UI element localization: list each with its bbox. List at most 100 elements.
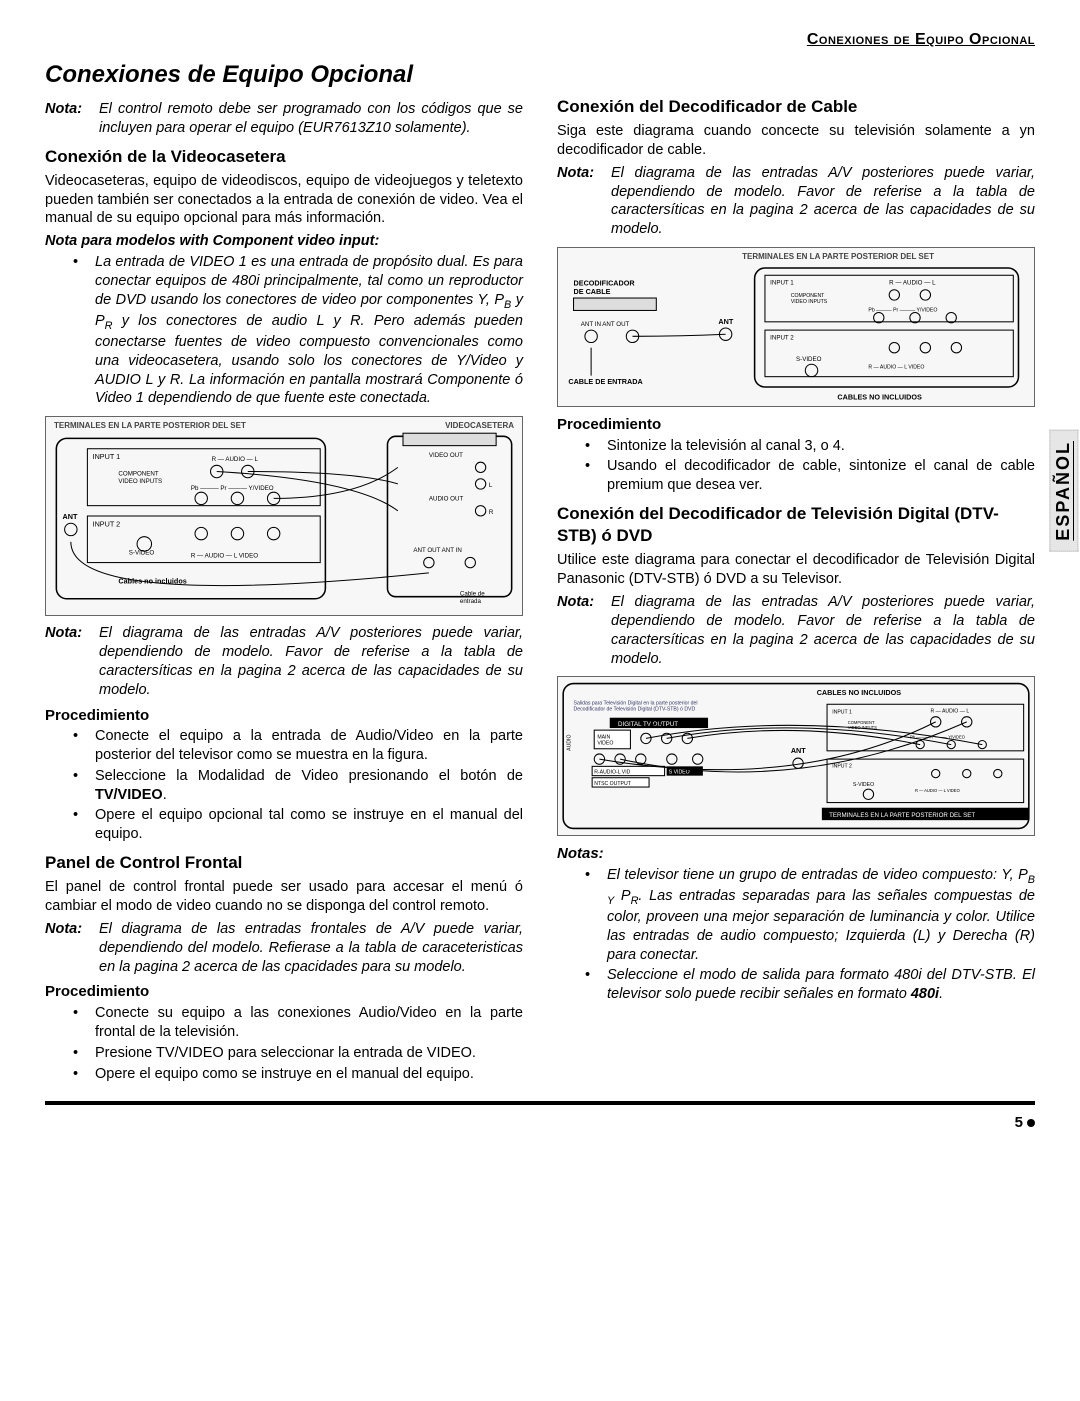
diagram-vcr-connection: TERMINALES EN LA PARTE POSTERIOR DEL SET… (45, 416, 523, 616)
svg-text:S VIDEO: S VIDEO (669, 770, 690, 776)
svg-text:S-VIDEO: S-VIDEO (853, 782, 874, 788)
nota-label: Nota: (45, 624, 99, 699)
section-cablebox-heading: Conexión del Decodificador de Cable (557, 96, 1035, 118)
svg-text:INPUT 2: INPUT 2 (832, 764, 852, 770)
svg-text:INPUT 1: INPUT 1 (93, 452, 121, 461)
section-videocasetera-body: Videocaseteras, equipo de videodiscos, e… (45, 172, 523, 229)
text-fragment: El televisor tiene un grupo de entradas … (607, 867, 1028, 883)
list-text: Conecte el equipo a la entrada de Audio/… (95, 727, 523, 765)
list-text: Opere el equipo como se instruye en el m… (95, 1065, 474, 1084)
svg-text:NTSC OUTPUT: NTSC OUTPUT (594, 781, 632, 787)
svg-text:R — AUDIO — L: R — AUDIO — L (212, 456, 259, 463)
svg-text:ANT IN ANT OUT: ANT IN ANT OUT (581, 321, 630, 328)
section-dtv-body: Utilice este diagrama para conectar el d… (557, 551, 1035, 589)
nota-text: El control remoto debe ser programado co… (99, 100, 523, 138)
svg-text:AUDIO OUT: AUDIO OUT (429, 496, 464, 503)
svg-text:TERMINALES EN LA PARTE POSTERI: TERMINALES EN LA PARTE POSTERIOR DEL SET (829, 812, 975, 819)
svg-text:INPUT 2: INPUT 2 (93, 520, 121, 529)
svg-text:Salidas para Televisión Digita: Salidas para Televisión Digital en la pa… (574, 701, 698, 707)
procedimiento-heading: Procedimiento (45, 706, 523, 726)
list-item: •Conecte su equipo a las conexiones Audi… (73, 1004, 523, 1042)
notas-heading: Notas: (557, 844, 1035, 864)
nota-diagram-vcr: Nota: El diagrama de las entradas A/V po… (45, 624, 523, 699)
nota-label: Nota: (45, 920, 99, 977)
section-frontpanel-body: El panel de control frontal puede ser us… (45, 878, 523, 916)
list-item: •Presione TV/VIDEO para seleccionar la e… (73, 1044, 523, 1063)
svg-text:Y Pb Pr: Y Pb Pr (646, 724, 664, 730)
section-dtv-heading: Conexión del Decodificador de Televisión… (557, 503, 1035, 547)
svg-text:R — AUDIO — L VIDEO: R — AUDIO — L VIDEO (191, 553, 258, 560)
diagram-label: TERMINALES EN LA PARTE POSTERIOR DEL SET (742, 252, 934, 262)
list-item: • El televisor tiene un grupo de entrada… (585, 866, 1035, 965)
text-fragment: La entrada de VIDEO 1 es una entrada de … (95, 254, 523, 308)
footer-rule (45, 1101, 1035, 1105)
svg-text:INPUT 1: INPUT 1 (770, 280, 794, 287)
svg-text:ANT: ANT (63, 512, 78, 521)
svg-text:COMPONENT: COMPONENT (791, 293, 825, 299)
svg-text:ANT: ANT (718, 317, 733, 326)
nota-text: El diagrama de las entradas A/V posterio… (99, 624, 523, 699)
section-cablebox-body: Siga este diagrama cuando concecte su te… (557, 122, 1035, 160)
page-number: 5 (45, 1113, 1035, 1133)
diagram-label: TERMINALES EN LA PARTE POSTERIOR DEL SET (54, 421, 246, 431)
list-item: •Conecte el equipo a la entrada de Audio… (73, 727, 523, 765)
nota-label: Nota: (557, 593, 611, 668)
list-item: •Opere el equipo opcional tal como se in… (73, 806, 523, 844)
svg-text:CABLES NO INCLUIDOS: CABLES NO INCLUIDOS (817, 688, 902, 697)
svg-text:VIDEO: VIDEO (597, 741, 613, 747)
component-note-list: • La entrada de VIDEO 1 es una entrada d… (45, 253, 523, 408)
svg-text:COMPONENT: COMPONENT (118, 471, 158, 478)
svg-text:AUDIO: AUDIO (566, 735, 572, 751)
svg-text:INPUT 2: INPUT 2 (770, 335, 794, 342)
nota-dtv: Nota: El diagrama de las entradas A/V po… (557, 593, 1035, 668)
svg-text:S-VIDEO: S-VIDEO (796, 356, 822, 363)
section-frontpanel-heading: Panel de Control Frontal (45, 852, 523, 874)
diagram-label: VIDEOCASETERA (445, 421, 514, 431)
list-text: Conecte su equipo a las conexiones Audio… (95, 1004, 523, 1042)
svg-text:VIDEO OUT: VIDEO OUT (429, 452, 463, 459)
svg-text:DE CABLE: DE CABLE (574, 287, 611, 296)
section-videocasetera-heading: Conexión de la Videocasetera (45, 146, 523, 168)
svg-text:Cable de: Cable de (460, 591, 485, 598)
list-item: •Seleccione la Modalidad de Video presio… (73, 767, 523, 805)
svg-text:Decodificador de Televisión Di: Decodificador de Televisión Digital (DTV… (574, 707, 696, 713)
svg-text:entrada: entrada (460, 598, 482, 605)
list-item: •Sintonize la televisión al canal 3, o 4… (585, 437, 1035, 456)
nota-text: El diagrama de las entradas A/V posterio… (611, 593, 1035, 668)
nota-text: El diagrama de las entradas frontales de… (99, 920, 523, 977)
procedimiento-list-vcr: •Conecte el equipo a la entrada de Audio… (45, 727, 523, 844)
svg-text:L: L (489, 482, 493, 489)
text-fragment: . Las entradas separadas para las señale… (607, 888, 1035, 963)
svg-text:CABLES NO INCLUIDOS: CABLES NO INCLUIDOS (837, 393, 922, 402)
procedimiento-list-frontpanel: •Conecte su equipo a las conexiones Audi… (45, 1004, 523, 1083)
procedimiento-heading: Procedimiento (557, 415, 1035, 435)
svg-text:Pb ——— Pr ——— Y/VIDEO: Pb ——— Pr ——— Y/VIDEO (191, 485, 274, 492)
svg-text:CABLE DE ENTRADA: CABLE DE ENTRADA (568, 377, 643, 386)
diagram-dtv-connection: CABLES NO INCLUIDOS Salidas para Televis… (557, 676, 1035, 836)
svg-text:MAIN: MAIN (597, 735, 610, 741)
procedimiento-heading: Procedimiento (45, 982, 523, 1002)
svg-text:R-AUDIO-L VID: R-AUDIO-L VID (594, 770, 630, 776)
list-text: Opere el equipo opcional tal como se ins… (95, 806, 523, 844)
list-text: Usando el decodificador de cable, sinton… (607, 457, 1035, 495)
list-item: •Usando el decodificador de cable, sinto… (585, 457, 1035, 495)
svg-text:R — AUDIO — L: R — AUDIO — L (889, 280, 936, 287)
svg-text:ANT: ANT (791, 746, 806, 755)
text-fragment: y los conectores de audio L y R. Pero ad… (95, 313, 523, 407)
notas-list-dtv: • El televisor tiene un grupo de entrada… (557, 866, 1035, 1004)
list-item: • Seleccione el modo de salida para form… (585, 966, 1035, 1004)
svg-text:INPUT 1: INPUT 1 (832, 710, 852, 716)
procedimiento-list-cablebox: •Sintonize la televisión al canal 3, o 4… (557, 437, 1035, 496)
nota-frontpanel: Nota: El diagrama de las entradas fronta… (45, 920, 523, 977)
intro-nota: Nota: El control remoto debe ser program… (45, 100, 523, 138)
diagram-cablebox-connection: TERMINALES EN LA PARTE POSTERIOR DEL SET… (557, 247, 1035, 407)
list-text: Sintonize la televisión al canal 3, o 4. (607, 437, 845, 456)
nota-cablebox: Nota: El diagrama de las entradas A/V po… (557, 164, 1035, 239)
language-tab: ESPAÑOL (1049, 430, 1078, 552)
svg-text:R — AUDIO — L VIDEO: R — AUDIO — L VIDEO (868, 365, 924, 371)
svg-text:R — AUDIO — L VIDEO: R — AUDIO — L VIDEO (915, 789, 961, 794)
component-input-note-heading: Nota para modelos with Component video i… (45, 232, 523, 251)
list-item: •Opere el equipo como se instruye en el … (73, 1065, 523, 1084)
nota-text: El diagrama de las entradas A/V posterio… (611, 164, 1035, 239)
nota-label: Nota: (45, 100, 99, 138)
